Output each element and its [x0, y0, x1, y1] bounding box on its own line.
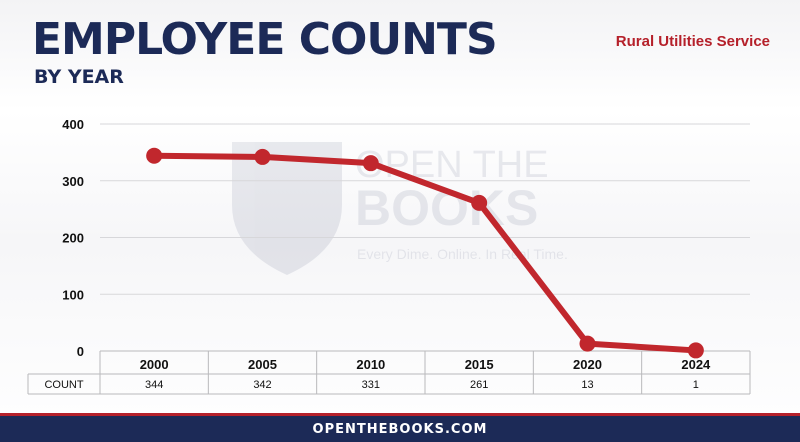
x-tick-label: 2015 — [465, 357, 494, 372]
table-row-label: COUNT — [44, 379, 83, 391]
footer-link[interactable]: OPENTHEBOOKS.COM — [312, 421, 488, 437]
data-point — [146, 147, 163, 164]
data-point — [362, 155, 379, 172]
table-value: 331 — [362, 379, 380, 391]
series-line — [151, 152, 699, 354]
table-value: 344 — [145, 379, 163, 391]
agency-label: Rural Utilities Service — [615, 33, 770, 50]
y-tick-label: 400 — [62, 117, 84, 132]
x-tick-label: 2005 — [248, 357, 277, 372]
table-value: 1 — [693, 379, 699, 391]
shield-icon — [232, 142, 342, 275]
chart-subtitle: BY YEAR — [34, 66, 124, 88]
y-tick-label: 100 — [62, 287, 84, 302]
x-tick-label: 2000 — [140, 357, 169, 372]
watermark: OPEN THE BOOKS Every Dime. Online. In Re… — [232, 142, 568, 275]
data-table: COUNT 2000 344 2005 342 2010 331 2015 261 2020 13 2… — [27, 350, 751, 395]
table-value: 13 — [581, 379, 593, 391]
footer-bar: OPENTHEBOOKS.COM — [0, 413, 800, 442]
y-axis: 0 100 200 300 400 — [62, 117, 84, 359]
watermark-tagline: Every Dime. Online. In Real Time. — [357, 246, 568, 262]
table-value: 342 — [253, 379, 271, 391]
x-tick-label: 2020 — [573, 357, 602, 372]
watermark-line1: OPEN THE — [355, 144, 549, 186]
x-tick-label: 2010 — [356, 357, 385, 372]
y-tick-label: 200 — [62, 231, 84, 246]
chart-title: EMPLOYEE COUNTS — [32, 14, 498, 65]
series — [146, 147, 704, 359]
data-point — [471, 194, 488, 211]
data-point — [579, 335, 596, 352]
data-point — [254, 148, 271, 165]
line-chart: OPEN THE BOOKS Every Dime. Online. In Re… — [27, 117, 751, 395]
y-tick-label: 300 — [62, 174, 84, 189]
data-point — [687, 342, 704, 359]
y-tick-label: 0 — [77, 344, 84, 359]
x-tick-label: 2024 — [681, 357, 711, 372]
table-value: 261 — [470, 379, 488, 391]
